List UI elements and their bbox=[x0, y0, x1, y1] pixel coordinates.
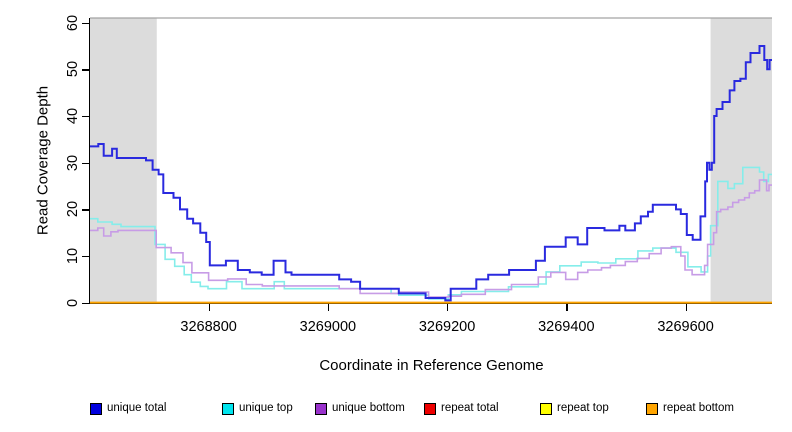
y-tick-label: 10 bbox=[65, 247, 81, 265]
x-tick bbox=[208, 304, 210, 311]
y-tick bbox=[82, 162, 89, 164]
plot-area bbox=[90, 17, 772, 304]
legend-swatch bbox=[315, 403, 327, 415]
legend-swatch bbox=[90, 403, 102, 415]
x-tick-label: 3269600 bbox=[657, 319, 714, 335]
legend-swatch bbox=[646, 403, 658, 415]
y-tick-label: 0 bbox=[65, 298, 81, 307]
legend-label: unique top bbox=[239, 402, 293, 414]
y-tick-label: 30 bbox=[65, 154, 81, 171]
y-tick-label: 40 bbox=[65, 107, 81, 125]
x-tick bbox=[685, 304, 687, 311]
y-tick-label: 20 bbox=[65, 201, 81, 218]
legend-label: repeat bottom bbox=[663, 402, 734, 414]
legend-swatch bbox=[424, 403, 436, 415]
x-tick-label: 3268800 bbox=[180, 319, 237, 335]
y-tick bbox=[82, 256, 89, 258]
series-unique-total bbox=[90, 45, 772, 302]
legend-label: unique total bbox=[107, 402, 167, 414]
y-tick bbox=[82, 69, 89, 71]
y-tick-label: 60 bbox=[65, 14, 81, 31]
y-tick bbox=[82, 209, 89, 211]
x-tick bbox=[566, 304, 568, 311]
y-tick bbox=[82, 116, 89, 118]
legend-swatch bbox=[540, 403, 552, 415]
y-tick bbox=[82, 302, 89, 304]
y-tick-label: 50 bbox=[65, 61, 81, 78]
shaded-region bbox=[710, 18, 772, 303]
series-unique-top bbox=[90, 166, 772, 300]
x-axis-title: Coordinate in Reference Genome bbox=[319, 357, 544, 374]
x-tick-label: 3269400 bbox=[538, 319, 595, 335]
legend-label: repeat top bbox=[557, 402, 609, 414]
y-tick bbox=[82, 22, 89, 24]
legend-label: unique bottom bbox=[332, 402, 405, 414]
y-axis-line bbox=[89, 18, 91, 303]
series-unique-bottom bbox=[90, 179, 772, 298]
x-tick-label: 3269200 bbox=[418, 319, 476, 335]
y-axis-title: Read Coverage Depth bbox=[34, 85, 52, 236]
legend-swatch bbox=[222, 403, 234, 415]
x-tick bbox=[447, 304, 449, 311]
x-tick-label: 3269000 bbox=[299, 319, 357, 335]
x-tick bbox=[327, 304, 330, 311]
legend-label: repeat total bbox=[441, 402, 499, 414]
